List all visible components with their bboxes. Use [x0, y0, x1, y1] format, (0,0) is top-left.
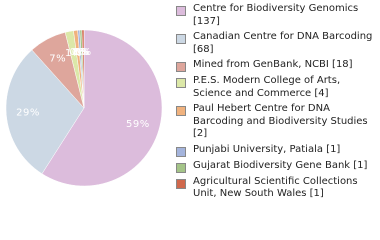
legend-entry: Mined from GenBank, NCBI [18]: [172, 59, 377, 72]
slice-label: 0%: [69, 47, 86, 58]
legend-swatch: [176, 6, 186, 16]
legend-label: Gujarat Biodiversity Gene Bank [1]: [193, 159, 368, 171]
pie-chart: 59%29%7%1%0%0%0%0%: [5, 29, 163, 187]
legend-swatch: [176, 78, 186, 88]
legend-entry: Centre for Biodiversity Genomics [137]: [172, 3, 377, 28]
legend-label: Punjabi University, Patiala [1]: [193, 143, 341, 155]
slice-label: 0%: [75, 47, 92, 58]
legend-label: P.E.S. Modern College of Arts, Science a…: [193, 75, 341, 99]
pie-slice: [41, 29, 163, 187]
legend-label: Centre for Biodiversity Genomics [137]: [193, 3, 359, 27]
legend-swatch: [176, 178, 186, 189]
slice-label: 29%: [16, 108, 40, 119]
legend: Centre for Biodiversity Genomics [137] Ca…: [172, 3, 377, 204]
slice-label: 0%: [72, 47, 89, 58]
legend-entry: Canadian Centre for DNA Barcoding [68]: [172, 31, 377, 56]
pie-slice: [5, 49, 85, 175]
legend-label: Agricultural Scientific Collections Unit…: [193, 175, 358, 200]
slice-label: 59%: [126, 119, 150, 130]
slice-label: 1%: [65, 48, 82, 59]
legend-entry: P.E.S. Modern College of Arts, Science a…: [172, 75, 377, 100]
legend-label: Paul Hebert Centre for DNA Barcoding and…: [193, 103, 368, 139]
legend-entry: Agricultural Scientific Collections Unit…: [172, 176, 377, 201]
legend-swatch: [176, 34, 186, 44]
legend-entry: Punjabi University, Patiala [1]: [172, 144, 377, 157]
slice-label: 7%: [49, 53, 66, 64]
legend-label: Mined from GenBank, NCBI [18]: [193, 59, 353, 70]
legend-entry: Gujarat Biodiversity Gene Bank [1]: [172, 160, 377, 173]
legend-swatch: [176, 162, 186, 173]
legend-entry: Paul Hebert Centre for DNA Barcoding and…: [172, 103, 377, 141]
slice-label: 0%: [73, 47, 90, 58]
legend-swatch: [176, 146, 186, 157]
legend-swatch: [176, 62, 186, 72]
pie-slice: [81, 29, 85, 109]
legend-swatch: [176, 106, 186, 116]
legend-label: Canadian Centre for DNA Barcoding [68]: [193, 31, 373, 55]
